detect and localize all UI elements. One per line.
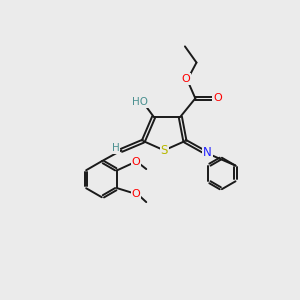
Text: HO: HO xyxy=(132,97,148,107)
Text: O: O xyxy=(182,74,190,84)
Text: O: O xyxy=(131,157,140,167)
Text: H: H xyxy=(112,143,119,154)
Text: O: O xyxy=(213,93,222,103)
Text: S: S xyxy=(160,144,168,157)
Text: N: N xyxy=(203,146,212,159)
Text: O: O xyxy=(131,189,140,199)
